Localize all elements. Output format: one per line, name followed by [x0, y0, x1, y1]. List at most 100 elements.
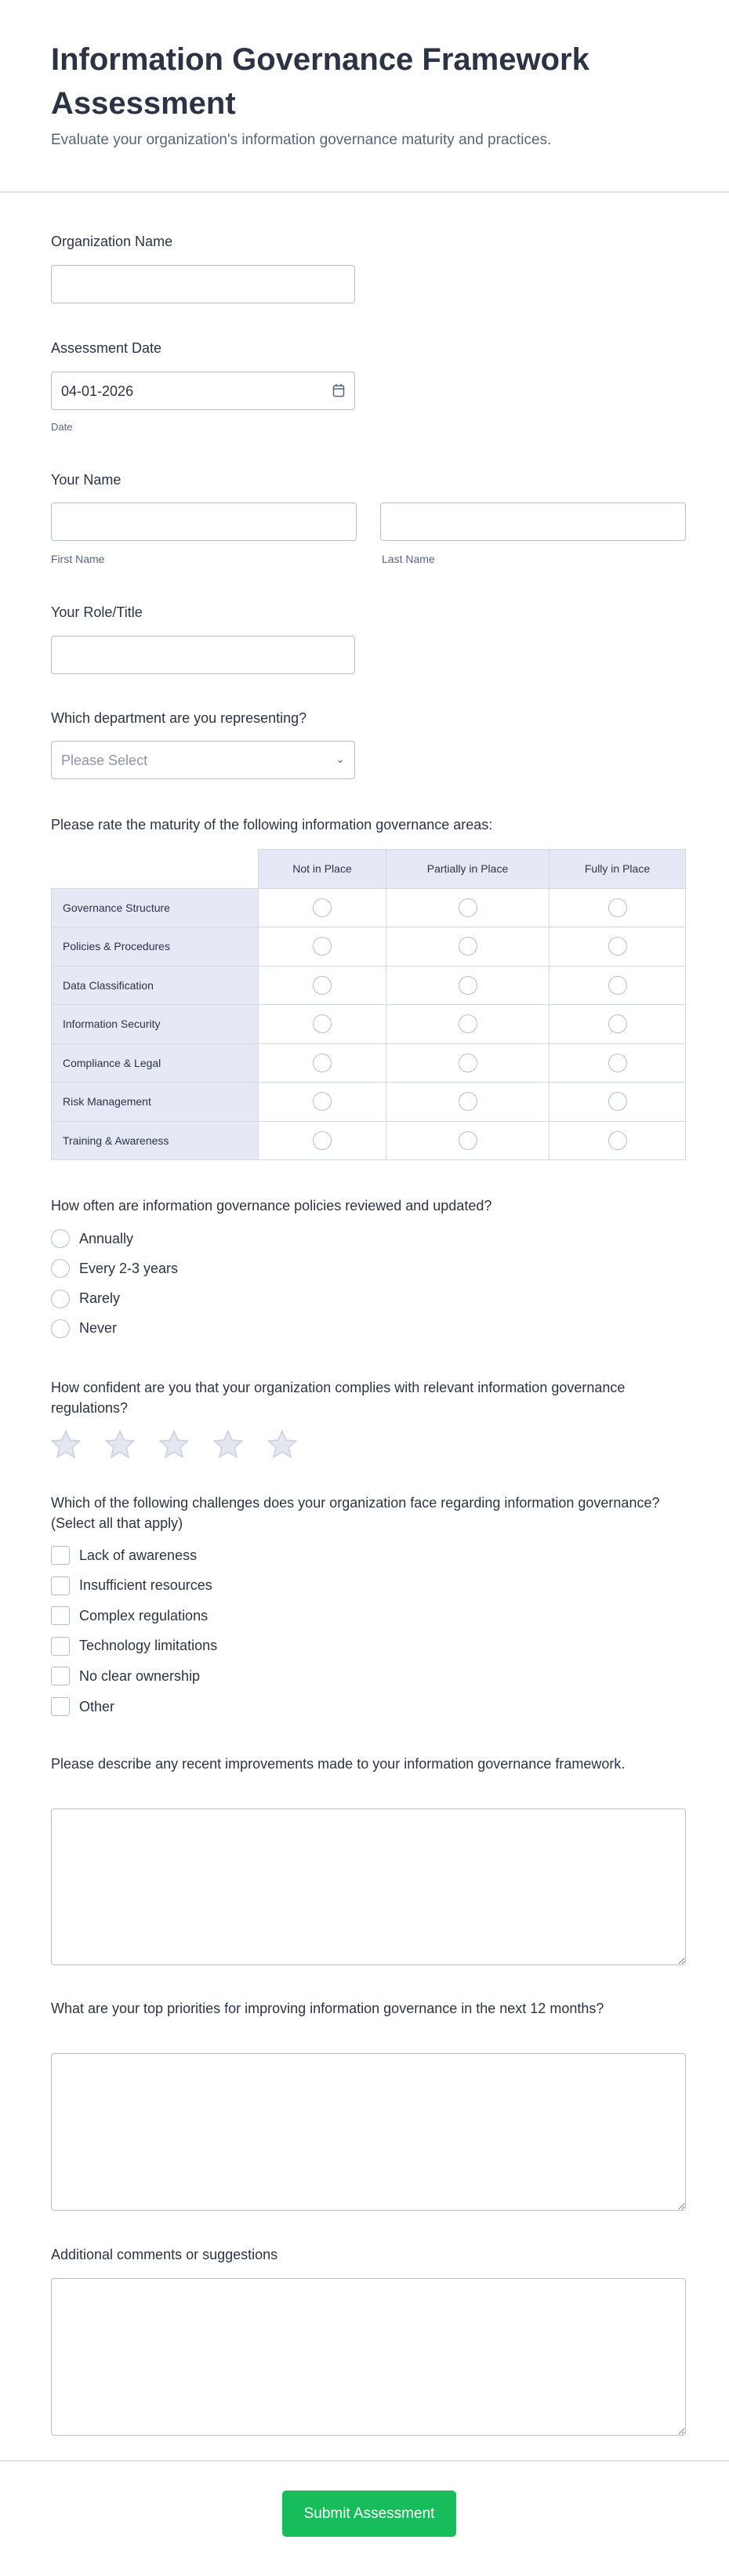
- matrix-radio[interactable]: [458, 1014, 477, 1034]
- frequency-option[interactable]: Rarely: [51, 1287, 120, 1311]
- department-select[interactable]: Please Select ⌄: [51, 741, 355, 779]
- improvements-label: Please describe any recent improvements …: [51, 1756, 626, 1772]
- checkbox[interactable]: [51, 1576, 70, 1595]
- matrix-row-label: Risk Management: [51, 1082, 259, 1122]
- matrix-radio[interactable]: [458, 1053, 477, 1072]
- matrix-radio[interactable]: [608, 1092, 627, 1112]
- star-icon[interactable]: [50, 1429, 82, 1460]
- comments-textarea[interactable]: [51, 2278, 686, 2436]
- page-subtitle: Evaluate your organization's information…: [51, 132, 552, 148]
- matrix-row-label: Governance Structure: [51, 887, 259, 927]
- org-name-input[interactable]: [51, 265, 355, 303]
- matrix-cell: [258, 887, 386, 927]
- matrix-row: Information Security: [51, 1004, 686, 1044]
- matrix-row: Training & Awareness: [51, 1120, 686, 1160]
- star-rating: [50, 1429, 298, 1460]
- matrix-corner: [51, 849, 259, 888]
- matrix-cell: [258, 927, 386, 967]
- footer-divider: [0, 2460, 729, 2462]
- challenge-option[interactable]: No clear ownership: [51, 1664, 200, 1688]
- radio-button[interactable]: [51, 1229, 70, 1248]
- frequency-option[interactable]: Every 2-3 years: [51, 1257, 178, 1280]
- matrix-radio[interactable]: [313, 1014, 332, 1034]
- frequency-option[interactable]: Annually: [51, 1227, 133, 1250]
- calendar-icon[interactable]: [332, 383, 345, 397]
- improvements-textarea[interactable]: [51, 1809, 686, 1965]
- frequency-option[interactable]: Never: [51, 1317, 117, 1341]
- date-value: 04-01-2026: [61, 383, 134, 399]
- your-name-label: Your Name: [51, 472, 121, 488]
- matrix-radio[interactable]: [608, 1014, 627, 1034]
- matrix-radio[interactable]: [313, 1053, 332, 1072]
- page-title: Information Governance Framework Assessm…: [51, 42, 589, 121]
- matrix-radio[interactable]: [458, 937, 477, 956]
- matrix-radio[interactable]: [458, 975, 477, 995]
- matrix-row: Risk Management: [51, 1082, 686, 1122]
- checkbox[interactable]: [51, 1636, 70, 1656]
- checkbox[interactable]: [51, 1546, 70, 1565]
- matrix-cell: [258, 1120, 386, 1160]
- star-icon[interactable]: [158, 1429, 190, 1460]
- org-name-label: Organization Name: [51, 234, 173, 249]
- matrix-column-header: Fully in Place: [549, 849, 686, 889]
- checkbox[interactable]: [51, 1667, 70, 1686]
- matrix-radio[interactable]: [313, 1092, 332, 1112]
- option-label: Complex regulations: [79, 1607, 209, 1624]
- option-label: Other: [79, 1698, 115, 1714]
- radio-button[interactable]: [51, 1259, 70, 1279]
- last-name-input[interactable]: [380, 503, 686, 541]
- maturity-matrix: Not in Place Partially in Place Fully in…: [51, 849, 686, 1160]
- matrix-radio[interactable]: [608, 898, 627, 917]
- star-icon[interactable]: [267, 1429, 298, 1460]
- matrix-radio[interactable]: [458, 898, 477, 917]
- matrix-radio[interactable]: [313, 1130, 332, 1150]
- last-name-sublabel: Last Name: [382, 553, 435, 565]
- matrix-cell: [258, 965, 386, 1005]
- matrix-radio[interactable]: [313, 975, 332, 995]
- matrix-row: Compliance & Legal: [51, 1043, 686, 1083]
- priorities-textarea[interactable]: [51, 2053, 686, 2211]
- checkbox[interactable]: [51, 1606, 70, 1626]
- matrix-radio[interactable]: [313, 937, 332, 956]
- assessment-date-label: Assessment Date: [51, 340, 162, 356]
- option-label: Lack of awareness: [79, 1547, 198, 1563]
- radio-button[interactable]: [51, 1319, 70, 1338]
- assessment-date-input[interactable]: 04-01-2026: [51, 372, 355, 410]
- radio-button[interactable]: [51, 1289, 70, 1308]
- matrix-row-label: Training & Awareness: [51, 1120, 259, 1160]
- matrix-cell: [258, 1004, 386, 1044]
- matrix-cell: [549, 1004, 686, 1044]
- challenge-option[interactable]: Complex regulations: [51, 1604, 208, 1627]
- role-input[interactable]: [51, 636, 355, 674]
- challenge-option[interactable]: Insufficient resources: [51, 1574, 212, 1598]
- date-sublabel: Date: [51, 421, 73, 433]
- chevron-down-icon: ⌄: [335, 753, 345, 765]
- matrix-row: Policies & Procedures: [51, 927, 686, 967]
- challenges-label: Which of the following challenges does y…: [51, 1495, 660, 1531]
- submit-button[interactable]: Submit Assessment: [282, 2491, 456, 2537]
- matrix-cell: [549, 1082, 686, 1122]
- star-icon[interactable]: [212, 1429, 244, 1460]
- matrix-radio[interactable]: [458, 1092, 477, 1112]
- matrix-cell: [549, 1120, 686, 1160]
- matrix-radio[interactable]: [608, 937, 627, 956]
- matrix-row: Governance Structure: [51, 887, 686, 927]
- matrix-radio[interactable]: [458, 1130, 477, 1150]
- star-icon[interactable]: [104, 1429, 136, 1460]
- checkbox[interactable]: [51, 1697, 70, 1716]
- challenge-option[interactable]: Lack of awareness: [51, 1544, 197, 1567]
- matrix-cell: [386, 1004, 549, 1044]
- matrix-radio[interactable]: [608, 1130, 627, 1150]
- option-label: No clear ownership: [79, 1667, 201, 1684]
- matrix-label: Please rate the maturity of the followin…: [51, 817, 493, 833]
- matrix-cell: [386, 927, 549, 967]
- challenge-option[interactable]: Technology limitations: [51, 1634, 217, 1658]
- matrix-radio[interactable]: [313, 898, 332, 917]
- comments-label: Additional comments or suggestions: [51, 2247, 278, 2262]
- option-label: Annually: [79, 1230, 134, 1246]
- matrix-radio[interactable]: [608, 1053, 627, 1072]
- first-name-input[interactable]: [51, 503, 357, 541]
- matrix-radio[interactable]: [608, 975, 627, 995]
- challenge-option[interactable]: Other: [51, 1695, 114, 1718]
- matrix-cell: [549, 965, 686, 1005]
